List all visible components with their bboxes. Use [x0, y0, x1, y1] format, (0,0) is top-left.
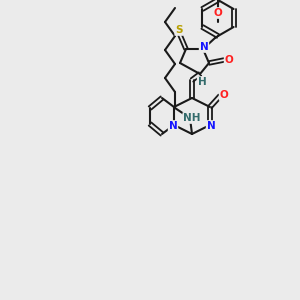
Text: H: H [198, 77, 206, 87]
Text: NH: NH [183, 113, 201, 123]
Text: N: N [169, 121, 177, 131]
Text: N: N [200, 42, 208, 52]
Text: O: O [220, 90, 228, 100]
Text: O: O [225, 55, 233, 65]
Text: S: S [175, 25, 183, 35]
Text: N: N [207, 121, 215, 131]
Text: O: O [214, 8, 222, 18]
